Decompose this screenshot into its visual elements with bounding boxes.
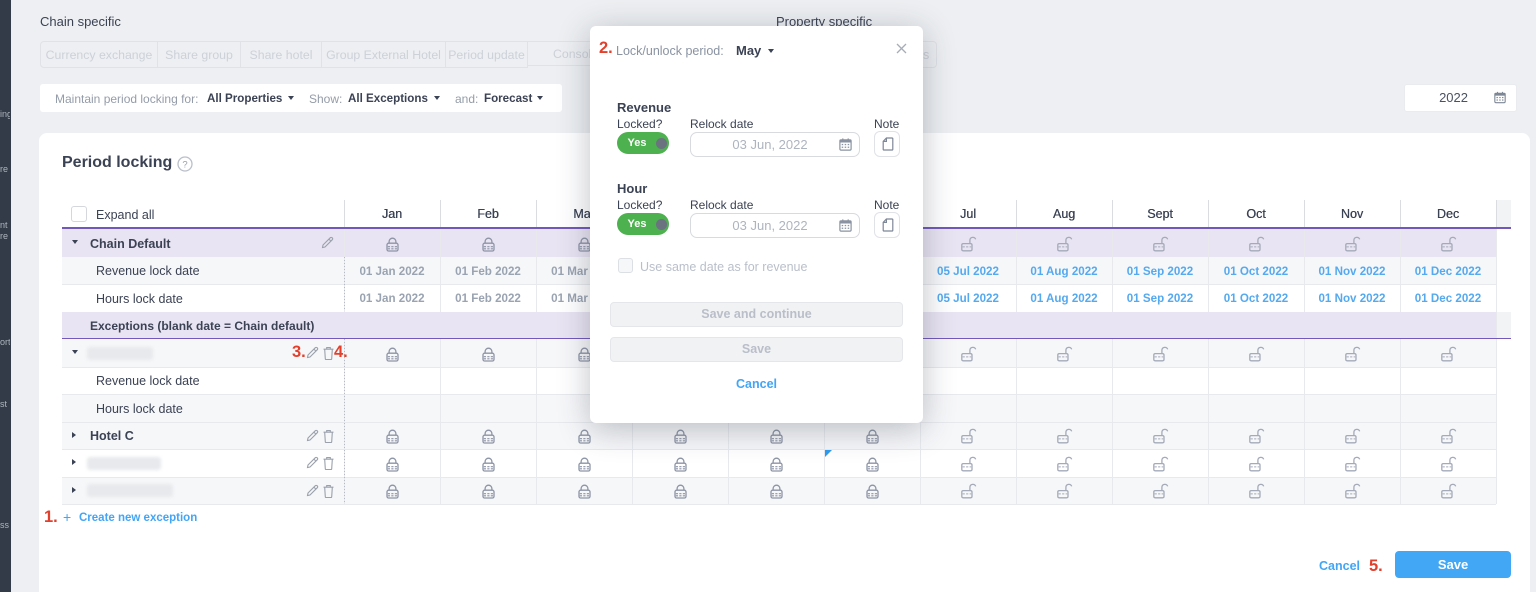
svg-text:?: ? (182, 160, 187, 171)
